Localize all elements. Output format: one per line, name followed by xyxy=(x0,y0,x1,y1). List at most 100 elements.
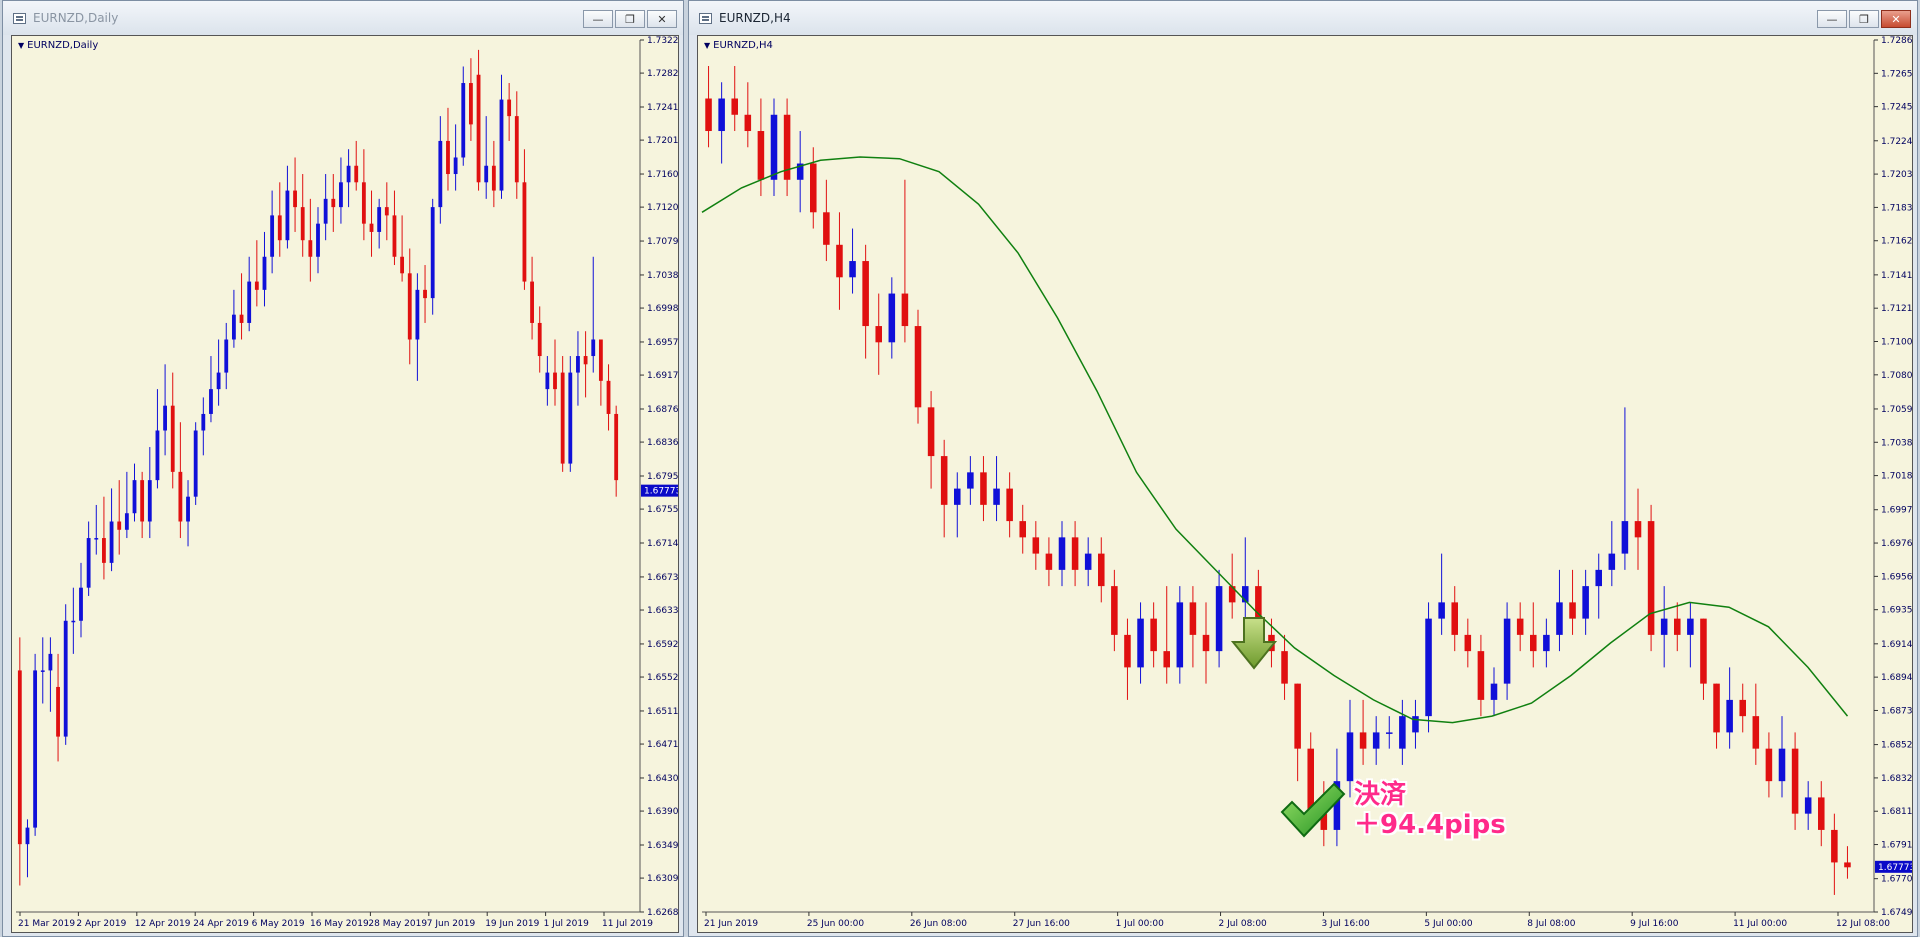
candle-body xyxy=(1294,683,1301,749)
candle-body xyxy=(201,413,206,431)
price-tag-bg xyxy=(641,484,678,497)
y-tick-label: 1.70800 xyxy=(1881,371,1913,381)
candle-body xyxy=(553,372,557,390)
candle-body xyxy=(1556,602,1563,635)
chart-area[interactable]: ▼EURNZD,Daily 1.73220 1.72820 1.72410 1.720… xyxy=(11,35,679,933)
x-tick-label: 28 May 2019 xyxy=(368,919,427,929)
y-tick-label: 1.68525 xyxy=(1881,741,1913,751)
candle-body xyxy=(17,670,22,845)
minimize-button[interactable]: — xyxy=(1817,10,1847,28)
candle-body xyxy=(1412,716,1419,733)
close-button[interactable]: ✕ xyxy=(1881,10,1911,28)
candle-body xyxy=(606,380,611,414)
candle-body xyxy=(1058,537,1066,570)
candle-body xyxy=(1713,683,1720,733)
candle-body xyxy=(400,256,405,274)
candle-body xyxy=(293,190,297,208)
y-tick-label: 1.69570 xyxy=(647,338,679,348)
y-tick-label: 1.68360 xyxy=(647,438,679,448)
candle-body xyxy=(33,670,38,828)
close-button[interactable]: ✕ xyxy=(647,10,677,28)
candle-body xyxy=(560,372,565,464)
candle-body xyxy=(1124,634,1131,668)
candle-body xyxy=(323,198,328,224)
candle-body xyxy=(384,207,389,216)
candle-body xyxy=(914,326,922,408)
minimize-button[interactable]: — xyxy=(583,10,613,28)
candlestick-chart: 1.73220 1.72820 1.72410 1.72010 1.71600 1.712… xyxy=(16,36,679,929)
candle-body xyxy=(79,587,83,621)
y-tick-label: 1.64710 xyxy=(647,740,679,750)
window-titlebar[interactable]: EURNZD,Daily — ❐ ✕ xyxy=(3,1,683,35)
candle-body xyxy=(369,223,374,232)
restore-button[interactable]: ❐ xyxy=(615,10,645,28)
candle-body xyxy=(1019,521,1026,538)
window-titlebar[interactable]: EURNZD,H4 — ❐ ✕ xyxy=(689,1,1917,35)
y-tick-label: 1.67140 xyxy=(647,539,679,549)
candle-body xyxy=(339,182,343,208)
candle-body xyxy=(1739,699,1746,717)
moving-average-line xyxy=(701,156,1849,724)
candle-body xyxy=(1647,521,1655,635)
candle-body xyxy=(927,407,935,457)
y-tick-label: 1.72010 xyxy=(647,136,679,146)
x-tick-label: 12 Apr 2019 xyxy=(135,919,191,929)
candle-body xyxy=(954,488,961,505)
candle-body xyxy=(583,356,588,365)
candle-body xyxy=(316,223,320,257)
current-price-tag: 1.67773 xyxy=(1878,863,1913,873)
y-tick-label: 1.67495 xyxy=(1881,908,1913,918)
sell-arrow-icon xyxy=(1230,617,1278,670)
candle-body xyxy=(545,372,550,390)
chart-window-h4[interactable]: EURNZD,H4 — ❐ ✕ ▼EURNZD,H4 1.728601.7265… xyxy=(688,0,1918,937)
x-tick-label: 9 Jul 16:00 xyxy=(1630,919,1679,929)
y-tick-label: 1.63090 xyxy=(647,874,679,884)
candle-body xyxy=(1660,618,1668,635)
candle-body xyxy=(438,140,443,208)
candle-body xyxy=(744,114,752,132)
candle-body xyxy=(507,99,512,117)
candle-body xyxy=(823,212,830,245)
candle-body xyxy=(1032,537,1040,554)
y-tick-label: 1.64300 xyxy=(647,774,679,784)
x-tick-label: 21 Jun 2019 xyxy=(704,919,758,929)
candle-body xyxy=(757,131,765,180)
candle-body xyxy=(1071,537,1079,570)
candle-body xyxy=(1425,618,1432,717)
x-tick-label: 3 Jul 16:00 xyxy=(1321,919,1370,929)
y-tick-label: 1.73220 xyxy=(647,36,679,46)
candle-body xyxy=(1608,553,1616,570)
candle-body xyxy=(25,827,30,845)
candle-body xyxy=(862,261,869,327)
x-tick-label: 12 Jul 08:00 xyxy=(1836,919,1890,929)
candle-body xyxy=(40,670,45,672)
price-tag-bg xyxy=(1875,860,1912,873)
candle-body xyxy=(469,83,473,125)
candle-body xyxy=(377,207,382,232)
candle-body xyxy=(94,538,99,540)
chart-label-text: EURNZD,H4 xyxy=(713,40,773,51)
candle-body xyxy=(530,281,534,323)
x-tick-label: 11 Jul 00:00 xyxy=(1733,919,1787,929)
candle-body xyxy=(1674,618,1681,635)
chart-area[interactable]: ▼EURNZD,H4 1.728601.726551.724501.722401… xyxy=(697,35,1913,933)
candle-body xyxy=(796,163,804,180)
x-tick-label: 1 Jul 2019 xyxy=(544,919,589,929)
annotation-line1: 決済 xyxy=(1354,780,1407,810)
candle-body xyxy=(901,293,909,327)
candle-body xyxy=(875,326,882,343)
chart-window-daily[interactable]: EURNZD,Daily — ❐ ✕ ▼EURNZD,Daily 1.73220… xyxy=(2,0,684,937)
candle-body xyxy=(1372,732,1380,749)
y-tick-label: 1.68320 xyxy=(1881,774,1913,784)
candle-body xyxy=(849,261,856,278)
restore-button[interactable]: ❐ xyxy=(1849,10,1879,28)
candle-body xyxy=(1530,634,1537,652)
candle-body xyxy=(1791,748,1799,814)
candle-body xyxy=(514,116,519,183)
candle-body xyxy=(1137,618,1144,668)
y-tick-label: 1.65110 xyxy=(647,707,679,717)
candle-body xyxy=(1595,569,1602,587)
candle-body xyxy=(522,182,527,282)
candle-body xyxy=(216,372,221,390)
candle-body xyxy=(1386,732,1393,734)
